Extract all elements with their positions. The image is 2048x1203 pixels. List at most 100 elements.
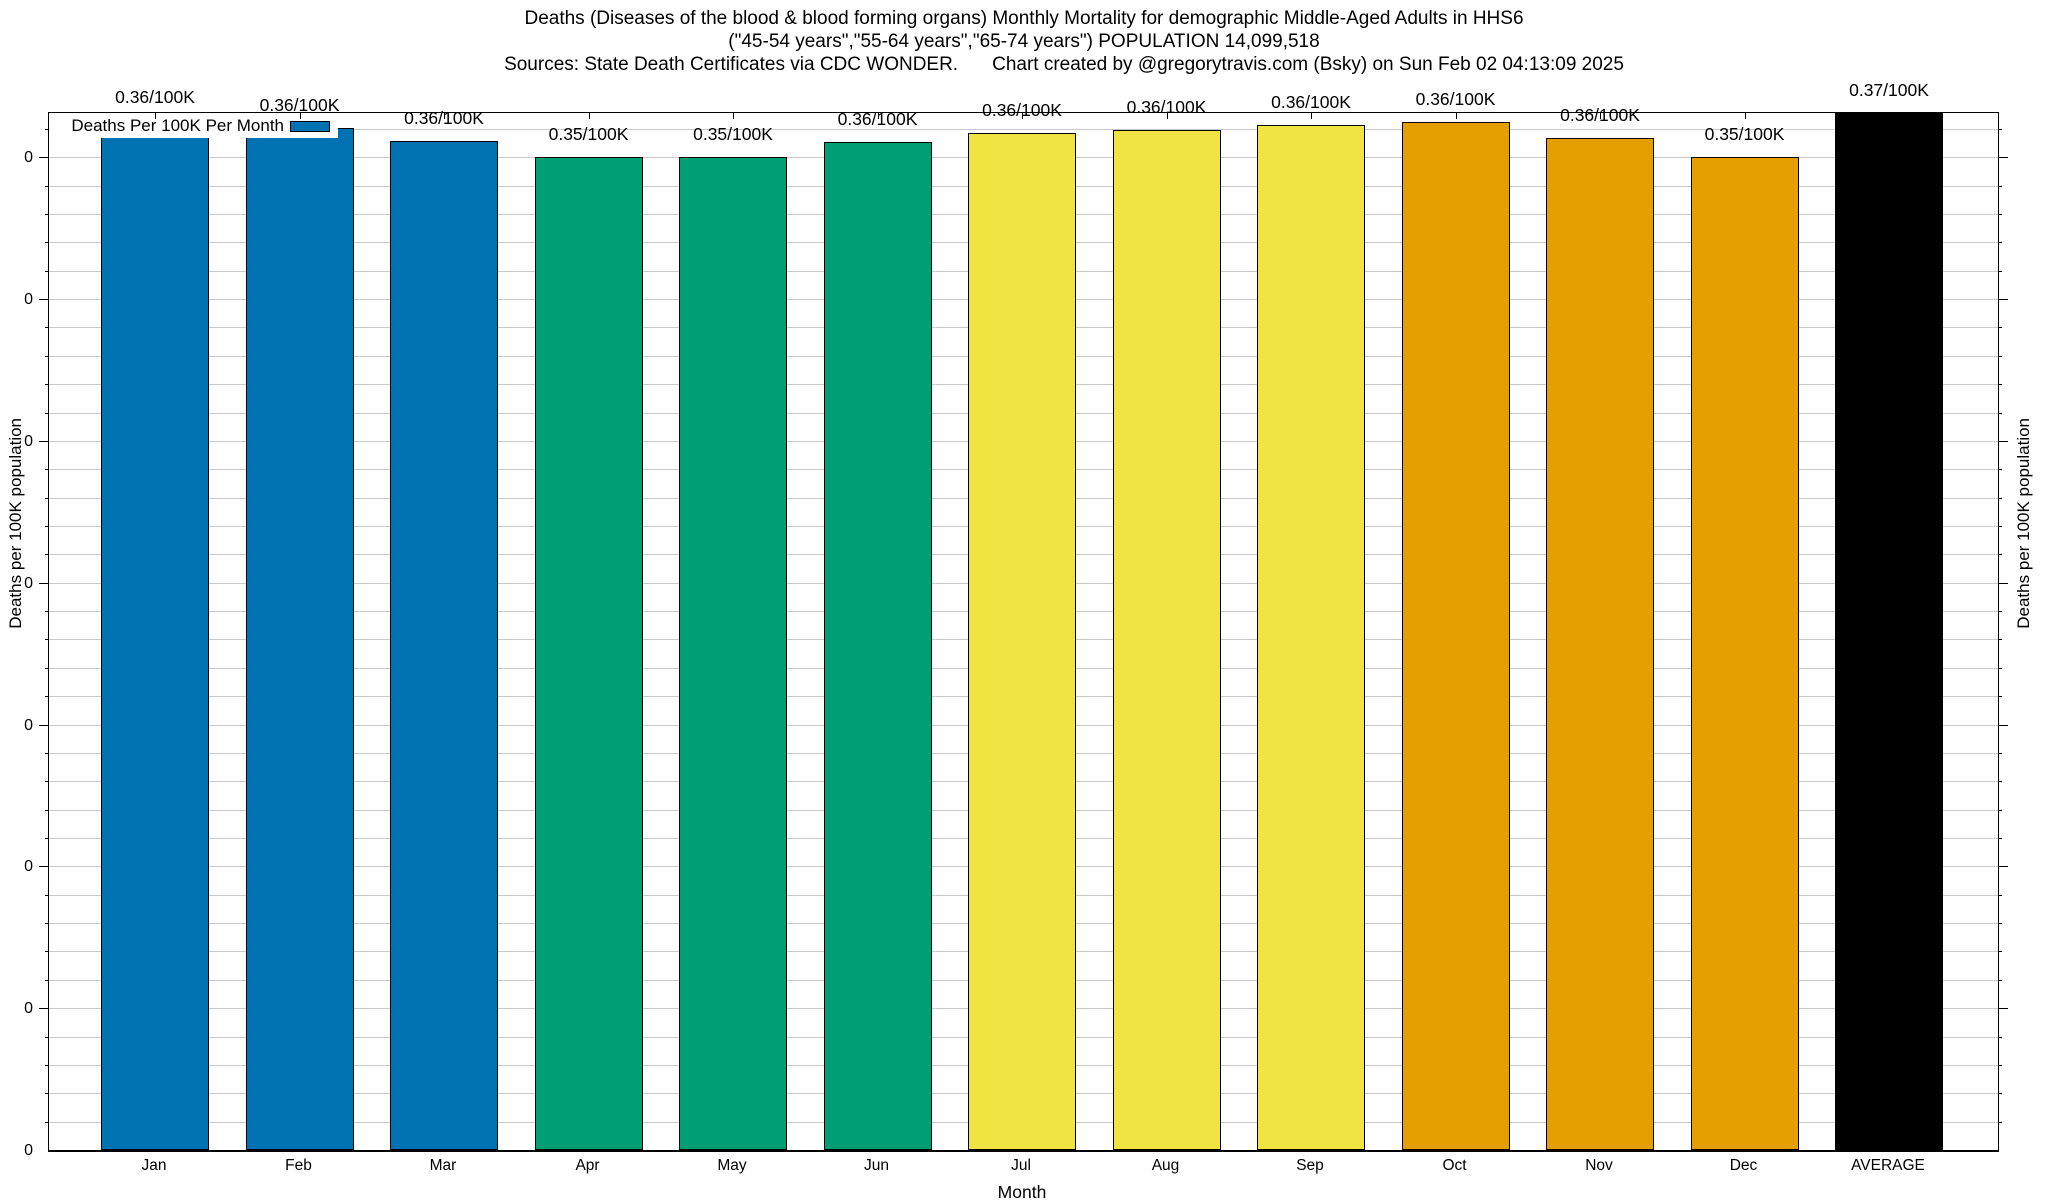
y-tick-right [1998, 1008, 2008, 1010]
x-tick-label-jan: Jan [141, 1157, 167, 1174]
bar-average [1835, 113, 1943, 1150]
bar-value-label-jan: 0.36/100K [115, 87, 195, 108]
y-tick-left [45, 469, 49, 471]
x-tick-label-jun: Jun [864, 1157, 889, 1174]
y-tick-label: 0 [24, 1142, 33, 1159]
y-tick-left [45, 355, 49, 357]
y-tick-left [45, 837, 49, 839]
bar-value-label-jun: 0.36/100K [837, 108, 918, 129]
y-tick-left [45, 611, 49, 613]
y-axis-label-right: Deaths per 100K population [2014, 418, 2033, 629]
y-tick-right [1998, 469, 2002, 471]
bar-value-label-feb: 0.36/100K [259, 95, 340, 116]
chart-title-line-1: Deaths (Diseases of the blood & blood fo… [524, 8, 1524, 29]
y-tick-label: 0 [24, 149, 33, 167]
y-tick-left [45, 412, 49, 414]
bar-value-label-sep: 0.36/100K [1271, 91, 1351, 112]
x-tick-top [733, 113, 734, 119]
x-tick-top [588, 113, 590, 119]
x-axis-label: Month [997, 1182, 1047, 1202]
gridline [49, 128, 1998, 130]
x-tick-label-jul: Jul [1011, 1157, 1031, 1174]
bar-value-label-may: 0.35/100K [693, 123, 773, 144]
x-tick-top [1744, 113, 1746, 119]
y-tick-right [1998, 809, 2002, 811]
bar-may [679, 156, 787, 1150]
legend: Deaths Per 100K Per Month [50, 114, 338, 138]
chart-title-line-2: ("45-54 years","55-64 years","65-74 year… [728, 31, 1320, 52]
y-tick-left [39, 1008, 49, 1010]
y-tick-left [45, 696, 49, 698]
y-tick-right [1998, 440, 2008, 442]
x-tick-label-apr: Apr [575, 1157, 600, 1174]
y-tick-left [45, 128, 49, 130]
y-tick-left [39, 157, 49, 159]
y-tick-left [45, 242, 49, 244]
y-tick-right [1998, 299, 2008, 301]
y-tick-left [45, 1064, 49, 1066]
y-tick-left [45, 667, 49, 669]
y-tick-right [1998, 923, 2002, 925]
bar-oct [1401, 121, 1510, 1150]
sources-text: Sources: State Death Certificates via CD… [504, 54, 959, 75]
y-tick-left [39, 299, 49, 301]
y-tick-right [1998, 242, 2002, 244]
x-tick-top [1600, 113, 1601, 119]
y-tick-label: 0 [24, 716, 33, 734]
y-tick-right [1998, 781, 2002, 783]
bar-value-label-nov: 0.36/100K [1560, 104, 1640, 125]
y-tick-label: 0 [24, 858, 33, 876]
x-tick-label-may: May [717, 1157, 747, 1174]
bar-jun [823, 141, 932, 1150]
y-tick-left [45, 639, 49, 641]
y-tick-right [1998, 667, 2002, 669]
bar-value-label-jul: 0.36/100K [982, 99, 1062, 120]
y-tick-right [1998, 1121, 2002, 1123]
y-tick-right [1998, 866, 2008, 868]
bar-value-label-average: 0.37/100K [1849, 80, 1929, 100]
y-tick-right [1998, 412, 2002, 414]
y-tick-right [1998, 837, 2002, 839]
bar-value-label-oct: 0.36/100K [1415, 88, 1496, 109]
y-tick-left [45, 384, 49, 386]
y-tick-left [45, 1093, 49, 1095]
y-tick-left [45, 979, 49, 981]
y-tick-left [39, 724, 49, 726]
y-tick-right [1998, 1093, 2002, 1095]
y-tick-right [1998, 1036, 2002, 1038]
y-tick-left [39, 866, 49, 868]
y-tick-right [1998, 157, 2008, 159]
x-tick-top [1022, 113, 1023, 119]
y-tick-left [45, 894, 49, 896]
y-tick-left [45, 1036, 49, 1038]
legend-swatch [290, 120, 330, 132]
y-tick-left [45, 809, 49, 811]
y-tick-left [45, 213, 49, 215]
x-tick-top [1166, 113, 1168, 119]
plot-area: Deaths Per 100K Per Month 0.36/100K 0.36/… [24, 80, 2008, 1159]
x-tick-top [1889, 113, 1890, 119]
bar-mar [390, 141, 498, 1150]
y-tick-left [39, 582, 49, 584]
y-tick-right [1998, 979, 2002, 981]
y-tick-left [45, 781, 49, 783]
x-tick-top [155, 113, 156, 119]
y-tick-right [1998, 384, 2002, 386]
y-tick-right [1998, 639, 2002, 641]
y-tick-left [45, 752, 49, 754]
y-tick-label: 0 [24, 574, 33, 592]
y-tick-left [39, 440, 49, 442]
y-tick-right [1998, 554, 2002, 556]
y-tick-right [1998, 213, 2002, 215]
bar-sep [1257, 124, 1365, 1150]
bar-value-label-dec: 0.35/100K [1704, 123, 1785, 144]
y-tick-right [1998, 270, 2002, 272]
y-tick-right [1998, 128, 2002, 130]
y-tick-right [1998, 1064, 2002, 1066]
x-tick-label-average: AVERAGE [1851, 1157, 1925, 1174]
chart-title-line-3: Sources: State Death Certificates via CD… [40, 54, 2048, 76]
bar-apr [534, 156, 643, 1150]
x-tick-label-mar: Mar [429, 1157, 457, 1174]
y-tick-right [1998, 525, 2002, 527]
credit-text: Chart created by @gregorytravis.com (Bsk… [992, 54, 1624, 75]
